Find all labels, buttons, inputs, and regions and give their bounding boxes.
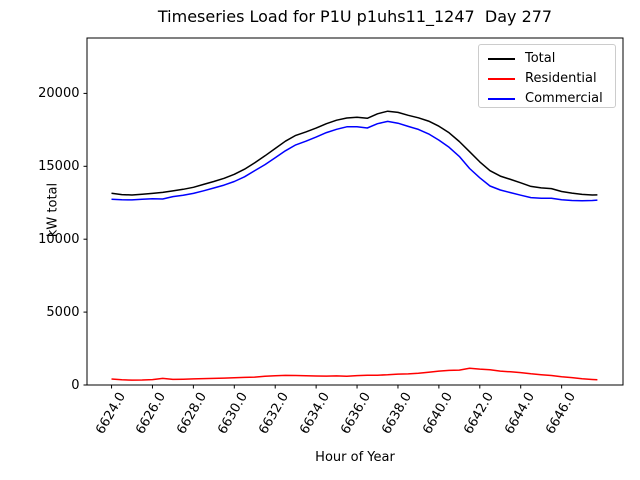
legend-item-commercial: Commercial	[488, 89, 615, 109]
y-tick-label: 15000	[38, 158, 80, 174]
y-axis-label: kW total	[45, 182, 61, 238]
legend-label: Total	[525, 51, 556, 66]
legend-line-sample	[488, 98, 515, 100]
legend-item-residential: Residential	[488, 69, 615, 89]
legend-item-total: Total	[488, 49, 615, 69]
axes-spines	[86, 37, 624, 386]
series-line-commercial	[111, 120, 598, 202]
legend-line-sample	[488, 58, 515, 60]
y-tick-label: 20000	[38, 85, 80, 101]
legend-label: Commercial	[525, 91, 603, 106]
legend-label: Residential	[525, 71, 597, 86]
series-line-total	[111, 110, 598, 196]
chart-title: Timeseries Load for P1U p1uhs11_1247 Day…	[157, 7, 553, 26]
x-axis-label: Hour of Year	[315, 450, 395, 465]
series-line-residential	[111, 367, 598, 381]
legend: Total Residential Commercial	[478, 44, 616, 108]
y-tick-label: 0	[71, 377, 80, 393]
legend-line-sample	[488, 78, 515, 80]
y-tick-label: 10000	[38, 231, 80, 247]
y-tick-label: 5000	[46, 304, 80, 320]
